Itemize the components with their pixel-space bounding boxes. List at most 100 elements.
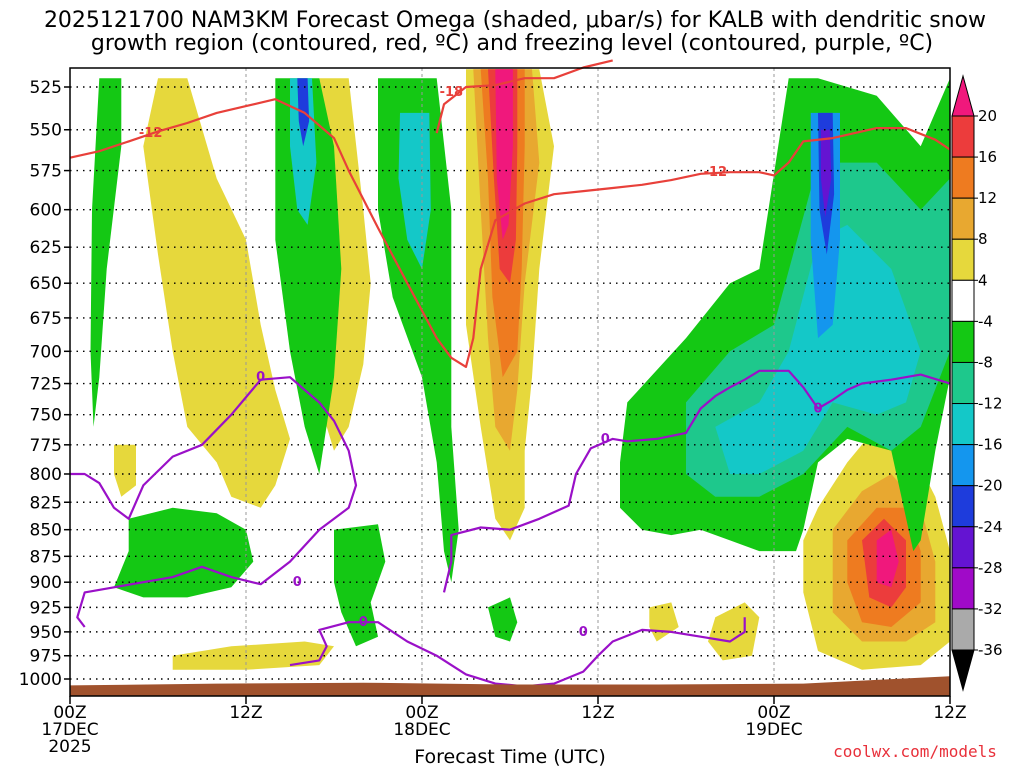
contour-lines: -12 -12 -18 0 0 0 0 0 0 [69,59,951,688]
colorbar-label-9: -20 [978,477,1003,495]
x-tick-label-36-0: 12Z [581,703,614,723]
omega-region-teal-east [715,224,921,474]
colorbar-label-8: -16 [978,436,1003,454]
x-tick-label-48-0: 00Z [757,703,790,723]
colorbar-swatch-11 [951,526,975,569]
y-tick-label-800: 800 [30,465,62,485]
colorbar-label-5: -4 [978,312,993,330]
contour-label-dgz-minus12-1: -12 [704,165,728,180]
y-tick-label-975: 975 [30,647,62,667]
colorbar-label-4: 4 [978,271,988,289]
omega-region-teal-2 [290,78,317,225]
contour-freezing-c [442,369,951,593]
colorbar-swatch-3 [951,197,975,240]
y-tick-label-725: 725 [30,375,62,395]
terrain-surface [70,676,950,696]
credit-text: coolwx.com/models [833,742,997,761]
y-tick-label-700: 700 [30,342,62,362]
colorbar-label-6: -8 [978,353,993,371]
colorbar-label-3: 8 [978,230,988,248]
colorbar-swatch-8 [951,403,975,446]
contour-label-dgz-minus12-0: -12 [139,126,163,141]
contour-label-freezing-a-0: 0 [256,370,265,385]
omega-region-teal-1 [398,112,431,270]
y-tick-label-850: 850 [30,521,62,541]
omega-region-green-west [90,78,122,427]
contour-label-freezing-c-1: 0 [813,402,822,417]
omega-region-green-low-3 [488,597,518,642]
chart-title-line-1: 2025121700 NAM3KM Forecast Omega (shaded… [44,8,986,33]
omega-region-yellow-small [114,444,136,497]
x-tick-label-24-1: 18DEC [393,720,450,740]
terrain [70,676,950,696]
colorbar-swatch-gt20 [951,74,975,117]
omega-region-green-low-2 [334,524,386,647]
colorbar-swatch-12 [951,567,975,610]
y-tick-label-925: 925 [30,598,62,618]
x-tick-label-60-0: 12Z [933,703,966,723]
colorbar-swatch-13 [951,608,975,651]
omega-region-yellow-1 [143,78,290,508]
y-tick-label-1000: 1000 [19,670,62,690]
colorbar-label-7: -12 [978,395,1003,413]
contour-label-freezing-b-1: 0 [579,625,588,640]
colorbar-label-1: 16 [978,148,997,166]
x-tick-label-0-0: 00Z [53,703,86,723]
omega-region-magenta [495,69,513,240]
y-tick-label-600: 600 [30,201,62,221]
y-tick-label-525: 525 [30,78,62,98]
x-tick-label-48-1: 19DEC [745,720,802,740]
y-tick-label-900: 900 [30,573,62,593]
y-axis: 525 550 575 600 625 650 675 700 725 750 775 800 825 8… [19,78,70,690]
x-tick-label-24-0: 00Z [405,703,438,723]
contour-freezing-a [70,376,358,628]
colorbar-label-0: 20 [978,107,997,125]
colorbar-swatch-6 [951,320,975,363]
plot-area: -12 -12 -18 0 0 0 0 0 0 [69,59,951,697]
colorbar-swatch-10 [951,485,975,528]
y-tick-label-875: 875 [30,547,62,567]
contour-label-dgz-minus18-0: -18 [440,85,464,100]
omega-region-purple-east [820,129,832,218]
x-axis-label: Forecast Time (UTC) [414,746,605,768]
contour-dgz-minus18 [435,59,613,134]
contour-dgz-minus12 [69,98,951,368]
colorbar-swatch-ltm36 [951,649,975,692]
x-tick-label-0-1: 17DEC [41,720,98,740]
colorbar-swatch-7 [951,361,975,405]
y-tick-label-625: 625 [30,238,62,258]
colorbar-label-13: -36 [978,641,1003,659]
omega-region-magenta-east [876,529,899,588]
colorbar-swatch-1 [951,115,975,158]
chart-title-line-2: growth region (contoured, red, ºC) and f… [91,31,933,56]
colorbar-swatch-4 [951,238,975,281]
x-tick-label-0-2: 2025 [48,737,91,757]
y-tick-label-825: 825 [30,493,62,513]
y-tick-label-550: 550 [30,121,62,141]
y-tick-label-750: 750 [30,406,62,426]
colorbar-label-11: -28 [978,559,1003,577]
y-tick-label-950: 950 [30,623,62,643]
x-tick-label-12-0: 12Z [229,703,262,723]
colorbar-swatch-9 [951,444,975,487]
colorbar-swatch-5 [951,279,975,322]
y-tick-label-650: 650 [30,274,62,294]
omega-region-green-1 [275,78,342,474]
omega-region-green-2 [378,78,459,583]
y-tick-label-675: 675 [30,309,62,329]
plot-frame [69,67,951,697]
contour-label-freezing-c-0: 0 [601,432,610,447]
grid-lines [70,68,950,696]
colorbar-swatch-2 [951,156,975,199]
y-tick-label-575: 575 [30,162,62,182]
contour-label-freezing-b-0: 0 [359,615,368,630]
colorbar: 20 16 12 8 4 -4 -8 -12 -16 -20 -24 -28 -32 -36 [951,74,1003,692]
contour-label-freezing-a-1: 0 [293,575,302,590]
colorbar-label-2: 12 [978,189,997,207]
colorbar-label-12: -32 [978,600,1003,618]
colorbar-label-10: -24 [978,518,1003,536]
y-tick-label-775: 775 [30,436,62,456]
omega-shading [90,69,950,670]
